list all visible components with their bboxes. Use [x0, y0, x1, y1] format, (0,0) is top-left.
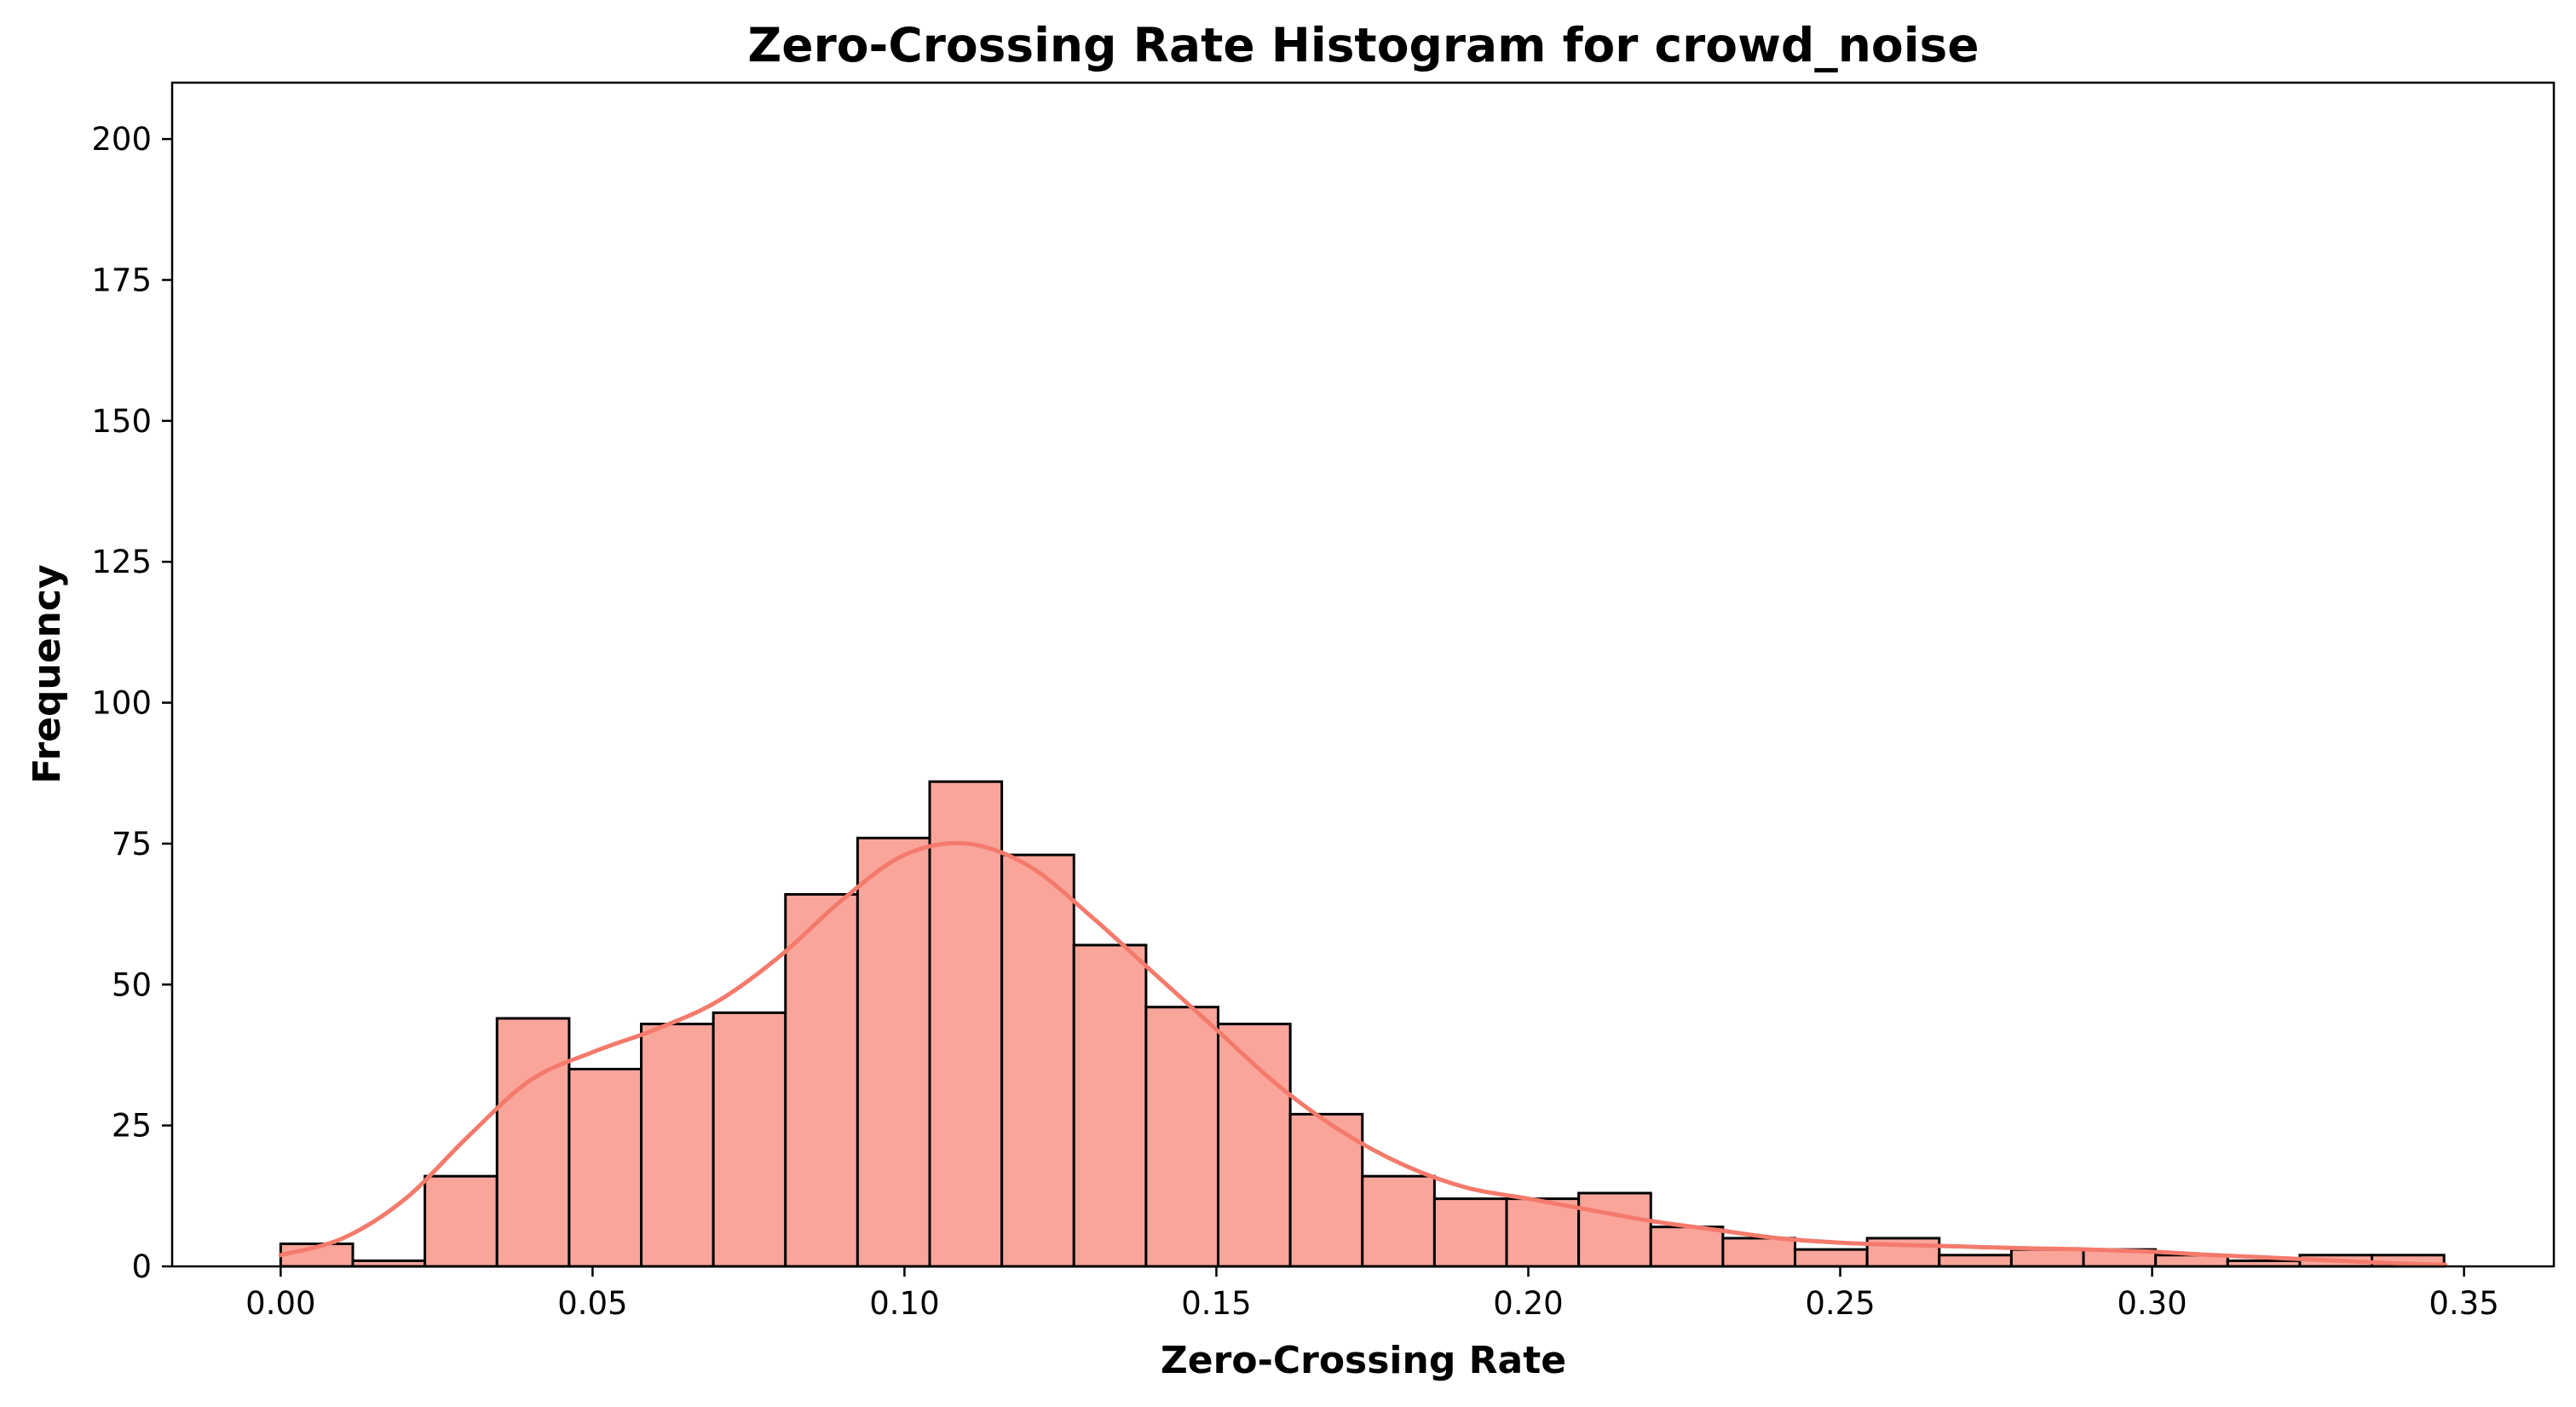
y-tick-label: 150: [91, 403, 152, 440]
histogram-bar: [495, 1017, 571, 1268]
y-tick-label: 25: [112, 1108, 152, 1145]
histogram-bar: [1577, 1191, 1652, 1268]
histogram-bar: [856, 836, 931, 1268]
histogram-bar: [1505, 1197, 1581, 1268]
x-tick-label: 0.10: [869, 1285, 939, 1322]
histogram-bar: [1217, 1023, 1292, 1268]
histogram-bar: [568, 1068, 643, 1268]
y-tick-label: 75: [112, 826, 152, 862]
axes-frame: [170, 81, 2556, 1268]
x-axis-ticks: 0.00 0.05 0.10 0.15 0.20 0.25 0.30 0.35: [245, 1266, 2499, 1322]
y-tick-label: 125: [91, 544, 152, 580]
y-tick-label: 200: [91, 121, 152, 158]
histogram-bar: [640, 1023, 715, 1268]
x-tick-label: 0.20: [1493, 1285, 1563, 1322]
x-axis-label: Zero-Crossing Rate: [1161, 1339, 1566, 1382]
x-tick-label: 0.30: [2117, 1285, 2187, 1322]
histogram-bar: [424, 1174, 498, 1268]
histogram-bar: [1361, 1174, 1436, 1268]
histogram-bar: [2009, 1248, 2085, 1268]
histogram-bar: [1649, 1225, 1725, 1268]
histogram-bar: [712, 1011, 787, 1268]
histogram-bar: [1072, 943, 1148, 1268]
y-axis-label: Frequency: [26, 564, 69, 784]
bars-layer: [279, 780, 2446, 1268]
x-tick-label: 0.00: [245, 1285, 315, 1322]
x-tick-label: 0.35: [2429, 1285, 2498, 1322]
histogram-bar: [1938, 1254, 2013, 1268]
histogram-bar: [1432, 1197, 1508, 1268]
histogram-bar: [1144, 1006, 1220, 1268]
histogram-bar: [1721, 1237, 1797, 1268]
histogram-bar: [1794, 1248, 1869, 1268]
y-tick-label: 50: [112, 966, 152, 1003]
y-tick-label: 175: [91, 262, 152, 299]
y-tick-label: 100: [91, 685, 152, 722]
histogram-bar: [928, 780, 1004, 1268]
y-axis-ticks: 0 25 50 75 100 125 150 175 200: [91, 121, 172, 1285]
y-tick-label: 0: [131, 1248, 152, 1285]
x-tick-label: 0.25: [1805, 1285, 1875, 1322]
histogram-bar: [784, 892, 859, 1268]
histogram-bar: [1000, 853, 1075, 1268]
x-tick-label: 0.05: [557, 1285, 627, 1322]
chart-title: Zero-Crossing Rate Histogram for crowd_n…: [747, 18, 1979, 72]
kde-curve: [278, 840, 2448, 1267]
x-tick-label: 0.15: [1181, 1285, 1251, 1322]
